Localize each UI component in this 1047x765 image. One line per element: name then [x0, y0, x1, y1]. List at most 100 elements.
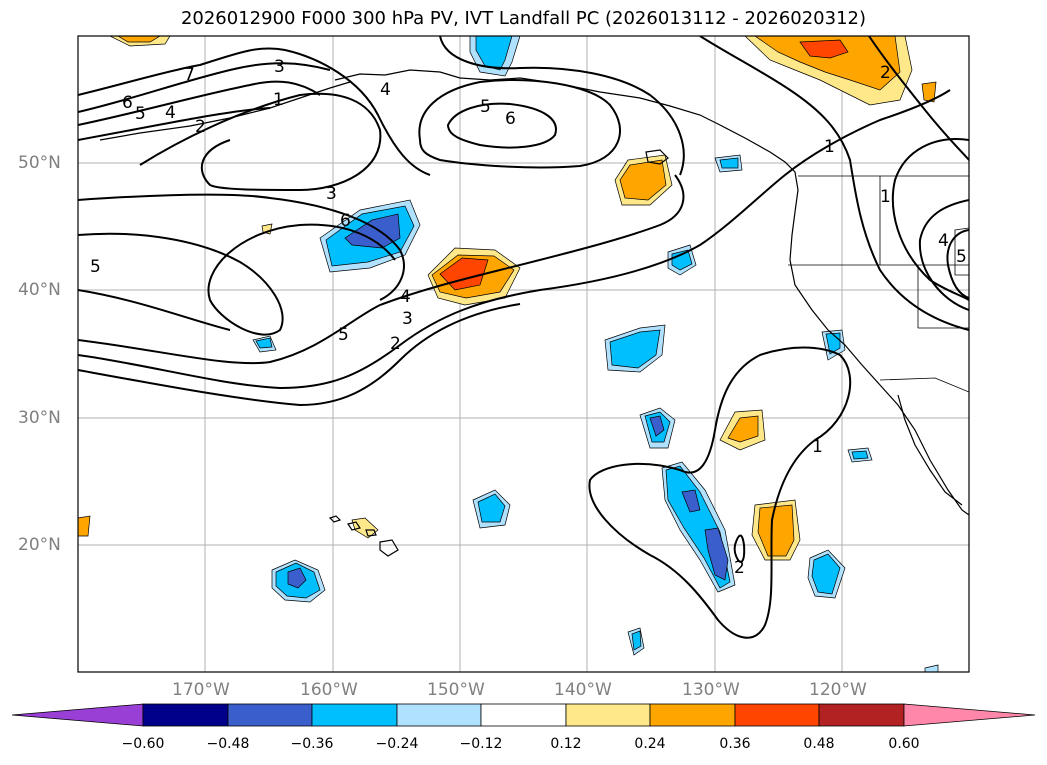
colorbar-tick-label: 0.24	[634, 736, 666, 752]
pc-positive-region	[799, 39, 849, 59]
island-chain	[645, 149, 669, 165]
pc-negative-region	[609, 329, 661, 369]
contour-line	[78, 80, 321, 126]
contour-label: 3	[326, 184, 337, 204]
contour-line	[588, 346, 852, 639]
lat-label-30n: 30°N	[18, 408, 61, 428]
north-america-coast	[384, 69, 969, 516]
contour-label: 2	[390, 334, 401, 354]
map-content: 7 3 1 4 6 5 4 2 5 6 1 2 3 6 5 5 4 3 2 1 …	[78, 36, 969, 672]
contour-label: 4	[938, 231, 949, 251]
pc-negative-region	[287, 567, 307, 589]
hawaii-island	[379, 539, 399, 557]
contour-line	[78, 47, 431, 176]
alaska-coast	[334, 73, 386, 81]
contour-line	[139, 92, 382, 192]
colorbar-tick-label: −0.12	[459, 736, 503, 752]
contour-line	[891, 138, 969, 301]
contour-label: 1	[824, 137, 835, 157]
coastlines	[99, 69, 969, 557]
colorbar-segment	[396, 703, 482, 727]
pv-contours	[78, 36, 969, 639]
contour-line	[946, 229, 969, 299]
contour-line	[78, 303, 521, 407]
state-borders	[788, 175, 969, 393]
lat-label-40n: 40°N	[18, 280, 61, 300]
contour-label: 4	[400, 287, 411, 307]
contour-line	[78, 89, 951, 390]
pc-negative-region	[649, 415, 665, 437]
colorbar-segment	[734, 703, 820, 727]
pc-positive-region	[78, 515, 91, 537]
contour-label: 6	[340, 211, 351, 231]
colorbar-tick-label: −0.24	[375, 736, 419, 752]
contour-label: 6	[122, 93, 133, 113]
contour-label: 6	[505, 109, 516, 129]
pc-negative-region	[704, 527, 729, 581]
contour-label: 1	[880, 187, 891, 207]
pc-negative-region	[255, 337, 273, 349]
hawaii-island	[365, 529, 377, 537]
colorbar-tick-label: −0.48	[206, 736, 250, 752]
hawaii-island	[328, 515, 342, 523]
map-title: 2026012900 F000 300 hPa PV, IVT Landfall…	[180, 8, 867, 29]
colorbar-tick-label: 0.60	[888, 736, 920, 752]
contour-label: 3	[402, 309, 413, 329]
pc-positive-region	[727, 415, 759, 443]
pc-negative-region	[851, 450, 869, 460]
contour-label: 4	[165, 103, 176, 123]
pc-positive-region	[117, 36, 161, 43]
hawaii-island	[347, 521, 361, 531]
lon-label-120w: 120°W	[809, 680, 867, 700]
aleutian-islands	[99, 81, 351, 141]
contour-line	[418, 79, 621, 169]
colorbar-extend-high	[903, 703, 1036, 727]
colorbar-segment	[311, 703, 398, 727]
contour-label: 7	[184, 65, 195, 85]
gridlines	[78, 36, 969, 672]
pc-positive-region	[351, 517, 379, 539]
contour-label: 5	[338, 325, 349, 345]
contour-line	[78, 193, 405, 301]
contour-label: 2	[734, 558, 745, 578]
baja-coast	[897, 394, 963, 506]
contour-line	[699, 36, 969, 331]
pc-positive-region	[757, 504, 795, 557]
colorbar-segment	[480, 703, 567, 727]
pc-positive-region	[619, 159, 667, 201]
lat-label-50n: 50°N	[18, 153, 61, 173]
colorbar-segment	[565, 703, 651, 727]
colorbar-tick-label: −0.60	[121, 736, 165, 752]
contour-line	[78, 62, 331, 113]
lon-label-170w: 170°W	[172, 680, 230, 700]
lon-label-160w: 160°W	[300, 680, 358, 700]
pc-negative-region	[811, 553, 841, 595]
colorbar-segment	[142, 703, 229, 727]
colorbar-tick-label: 0.36	[719, 736, 751, 752]
colorbar-tick-label: 0.12	[550, 736, 582, 752]
contour-label: 5	[135, 104, 146, 124]
colorbar-extend-low	[11, 703, 144, 727]
contour-line	[78, 174, 685, 365]
contour-label: 2	[880, 63, 891, 83]
pc-negative-region	[681, 489, 701, 513]
contour-labels: 7 3 1 4 6 5 4 2 5 6 1 2 3 6 5 5 4 3 2 1 …	[90, 57, 967, 578]
contour-label: 5	[480, 97, 491, 117]
contour-label: 5	[956, 247, 967, 267]
contour-label: 3	[274, 57, 285, 77]
lat-label-20n: 20°N	[18, 535, 61, 555]
pc-negative-region	[719, 157, 739, 169]
contour-label: 5	[90, 257, 101, 277]
colorbar	[11, 703, 1036, 727]
lon-label-140w: 140°W	[554, 680, 612, 700]
contour-line	[446, 102, 557, 149]
lon-label-130w: 130°W	[682, 680, 740, 700]
colorbar-segment	[649, 703, 736, 727]
pc-negative-region	[477, 493, 506, 523]
contour-label: 2	[195, 117, 206, 137]
map-frame	[77, 35, 970, 673]
pc-fill-regions	[78, 36, 939, 672]
pc-negative-region	[344, 213, 401, 249]
contour-label: 1	[812, 437, 823, 457]
pc-negative-region	[671, 249, 693, 271]
